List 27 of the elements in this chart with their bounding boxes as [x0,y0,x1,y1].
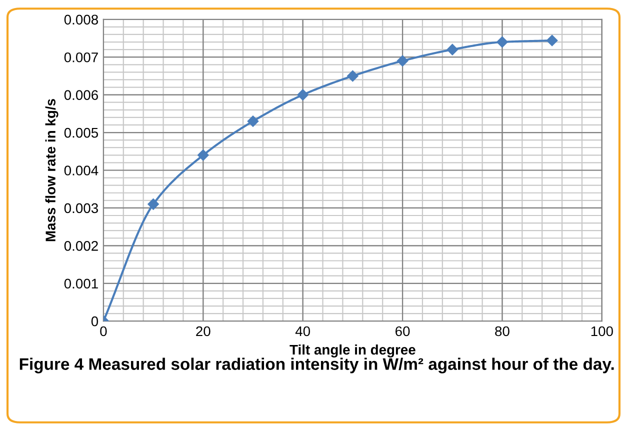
y-tick-label: 0.004 [64,166,98,176]
point [396,55,408,66]
x-tick-label: 80 [495,326,510,336]
y-tick-label: 0.002 [64,241,98,251]
x-tick-label: 60 [396,326,410,336]
y-tick-label: 0 [91,316,98,326]
point [297,89,308,100]
y-tick-label: 0.001 [64,278,98,289]
x-tick-label: 40 [295,326,310,336]
point [546,34,558,46]
x-tick-label: 100 [591,326,613,336]
y-tick-label: 0.003 [64,203,98,214]
y-tick-label: 0.007 [64,52,98,62]
y-tick-label: 0.005 [64,128,98,138]
point [347,70,358,82]
y-tick-label: 0.008 [64,14,98,25]
x-axis-title: Tilt angle in degree [290,344,416,358]
point [446,44,458,56]
y-tick-label: 0.006 [64,90,98,100]
point [148,198,159,210]
x-tick-label: 20 [196,326,210,336]
caption: Figure 4 Measured solar radiation intensity in W/m² against hour of the day. [20,358,614,374]
x-tick-label: 0 [100,326,107,336]
point [247,116,259,127]
point [198,150,209,161]
point [496,36,508,48]
y-axis-title: Mass flow rate in kg/s [45,99,58,242]
